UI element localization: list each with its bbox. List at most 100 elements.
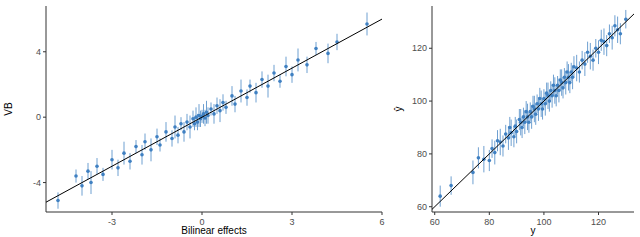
y-axis-label: VB bbox=[3, 102, 14, 116]
point bbox=[233, 102, 237, 106]
point bbox=[140, 153, 144, 157]
point bbox=[541, 107, 545, 111]
point bbox=[290, 73, 294, 77]
plot-area bbox=[46, 13, 382, 209]
point bbox=[565, 70, 569, 74]
x-tick bbox=[489, 212, 490, 215]
point bbox=[176, 133, 180, 137]
point bbox=[224, 106, 228, 110]
y-tick bbox=[43, 182, 46, 183]
y-tick-label: 100 bbox=[412, 96, 427, 106]
point bbox=[182, 130, 186, 134]
point bbox=[554, 94, 558, 98]
point bbox=[56, 199, 60, 203]
point bbox=[605, 44, 609, 48]
x-tick bbox=[598, 212, 599, 215]
y-tick-label: -4 bbox=[33, 178, 41, 188]
point bbox=[549, 89, 553, 93]
y-tick bbox=[429, 48, 432, 49]
y-tick bbox=[429, 101, 432, 102]
point bbox=[552, 83, 556, 87]
point bbox=[504, 132, 508, 136]
x-tick bbox=[434, 212, 435, 215]
point bbox=[578, 70, 582, 74]
y-tick-label: 0 bbox=[36, 112, 41, 122]
point bbox=[493, 151, 497, 155]
point bbox=[272, 71, 276, 75]
point bbox=[266, 84, 270, 88]
point bbox=[580, 58, 584, 62]
point bbox=[520, 126, 524, 130]
chart: -3036-404Bilinear effectsVB6080100120608… bbox=[0, 0, 640, 237]
point bbox=[571, 76, 575, 80]
point bbox=[296, 58, 300, 62]
point bbox=[86, 169, 90, 173]
y-tick bbox=[429, 153, 432, 154]
point bbox=[586, 50, 590, 54]
point bbox=[305, 63, 309, 67]
point bbox=[314, 47, 318, 51]
x-tick-label: -3 bbox=[108, 217, 116, 227]
x-axis-label: Bilinear effects bbox=[181, 225, 246, 236]
point bbox=[608, 32, 612, 36]
point bbox=[449, 184, 453, 188]
point bbox=[188, 125, 192, 129]
point bbox=[515, 130, 519, 134]
point bbox=[530, 115, 534, 119]
point bbox=[278, 79, 282, 83]
y-axis bbox=[46, 6, 47, 212]
x-axis bbox=[432, 212, 634, 213]
point bbox=[179, 122, 183, 126]
point bbox=[110, 158, 114, 162]
point bbox=[619, 32, 623, 36]
x-tick bbox=[543, 212, 544, 215]
plot-area bbox=[432, 10, 634, 209]
y-tick-label: 4 bbox=[36, 47, 41, 57]
point bbox=[95, 164, 99, 168]
point bbox=[284, 65, 288, 69]
point bbox=[158, 143, 162, 147]
point bbox=[260, 78, 264, 82]
point bbox=[512, 135, 516, 139]
y-tick bbox=[429, 206, 432, 207]
x-tick-label: 60 bbox=[430, 217, 440, 227]
point bbox=[597, 50, 601, 54]
x-axis-label: y bbox=[531, 225, 536, 236]
point bbox=[239, 89, 243, 93]
point bbox=[143, 140, 147, 144]
x-tick bbox=[292, 212, 293, 215]
y-tick bbox=[43, 51, 46, 52]
x-tick bbox=[382, 212, 383, 215]
point bbox=[326, 52, 330, 56]
point bbox=[535, 102, 539, 106]
point bbox=[438, 194, 442, 198]
y-axis-label: ŷ bbox=[393, 107, 404, 112]
point bbox=[170, 137, 174, 141]
y-tick-label: 80 bbox=[417, 149, 427, 159]
point bbox=[230, 94, 234, 98]
point bbox=[527, 120, 531, 124]
point bbox=[557, 89, 561, 93]
point bbox=[254, 91, 258, 95]
point bbox=[245, 96, 249, 100]
y-tick-label: 120 bbox=[412, 43, 427, 53]
point bbox=[548, 99, 552, 103]
point bbox=[561, 86, 565, 90]
x-tick-label: 3 bbox=[289, 217, 294, 227]
point bbox=[508, 126, 512, 130]
point bbox=[134, 145, 138, 149]
point bbox=[568, 81, 572, 85]
point bbox=[522, 115, 526, 119]
point bbox=[209, 107, 213, 111]
point bbox=[164, 130, 168, 134]
point bbox=[543, 102, 547, 106]
point bbox=[218, 109, 222, 113]
point bbox=[80, 184, 84, 188]
y-tick bbox=[43, 117, 46, 118]
point bbox=[524, 110, 528, 114]
point bbox=[248, 84, 252, 88]
reference-line bbox=[46, 19, 382, 202]
point bbox=[477, 156, 481, 160]
reference-line bbox=[432, 14, 634, 209]
y-axis bbox=[432, 6, 433, 212]
